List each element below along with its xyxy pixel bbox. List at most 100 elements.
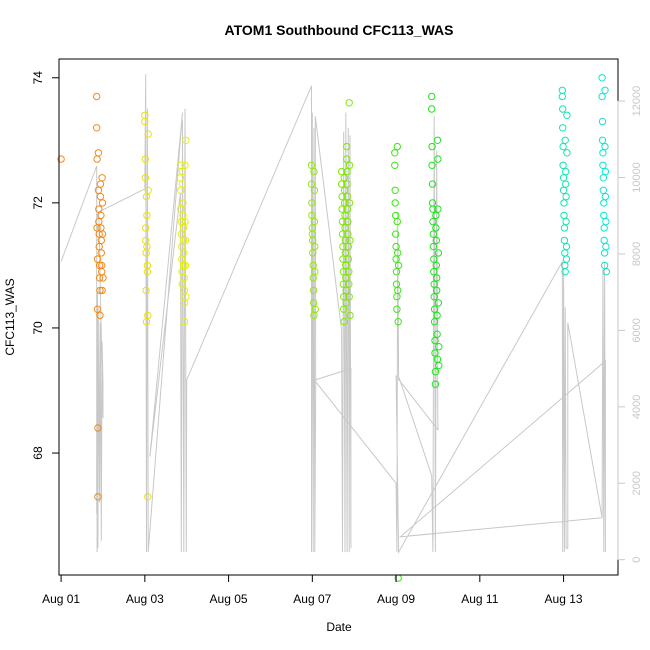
data-point	[182, 136, 190, 145]
data-point	[310, 186, 319, 195]
x-tick-label: Aug 13	[545, 592, 583, 606]
data-point	[601, 192, 610, 201]
data-point	[433, 136, 442, 145]
data-point	[600, 236, 608, 245]
data-point	[338, 217, 347, 226]
data-point	[181, 161, 189, 170]
data-point	[559, 186, 568, 195]
data-point	[143, 211, 151, 220]
data-point	[560, 199, 568, 207]
data-point	[345, 161, 354, 170]
data-point	[339, 255, 347, 263]
data-point	[344, 230, 352, 238]
x-axis-label: Date	[326, 620, 352, 634]
data-point	[602, 217, 610, 226]
data-point	[98, 199, 107, 207]
data-point	[93, 305, 102, 313]
data-point	[430, 318, 439, 326]
data-point	[602, 242, 610, 251]
data-point	[142, 224, 150, 232]
data-point	[95, 205, 103, 213]
y-axis-label: CFC113_WAS	[3, 278, 17, 355]
data-point	[94, 493, 102, 501]
data-point	[394, 318, 402, 326]
data-point	[143, 242, 151, 251]
data-point	[337, 180, 346, 188]
data-point	[598, 92, 606, 101]
data-point	[341, 211, 349, 220]
data-point	[431, 336, 439, 345]
data-point	[559, 174, 568, 182]
data-point	[94, 186, 103, 195]
data-point	[340, 293, 348, 301]
data-point	[391, 149, 399, 157]
data-point	[339, 280, 347, 288]
data-point	[98, 174, 106, 182]
data-point	[562, 167, 570, 176]
data-point	[97, 211, 105, 220]
chart-title: ATOM1 Southbound CFC113_WAS	[225, 22, 454, 38]
data-point	[93, 92, 101, 101]
data-point	[600, 199, 608, 207]
data-point	[311, 268, 319, 276]
data-point	[430, 255, 438, 263]
data-point	[434, 249, 443, 257]
data-point	[141, 174, 150, 182]
data-point	[96, 286, 104, 295]
data-point	[340, 199, 349, 207]
data-point	[341, 249, 350, 257]
data-point	[342, 261, 350, 270]
data-point	[391, 186, 399, 195]
data-point	[435, 343, 443, 351]
data-point	[98, 286, 106, 295]
data-point	[562, 217, 570, 226]
data-point	[392, 268, 401, 276]
data-point	[179, 236, 188, 245]
data-point	[560, 224, 569, 232]
data-point	[345, 99, 353, 107]
data-point	[394, 249, 402, 257]
data-point	[340, 186, 349, 195]
data-point	[393, 217, 401, 226]
data-point	[434, 155, 442, 163]
data-point	[428, 92, 436, 101]
x-tick-label: Aug 09	[377, 592, 415, 606]
data-point	[180, 318, 189, 326]
data-point	[431, 380, 440, 388]
data-point	[179, 199, 187, 207]
data-point	[560, 211, 568, 220]
data-point	[342, 286, 350, 295]
data-point	[563, 111, 571, 120]
data-point	[178, 180, 187, 188]
altitude-tick-label: 10000	[631, 162, 643, 193]
data-point	[601, 167, 610, 176]
data-point	[95, 261, 104, 270]
data-point	[308, 199, 316, 207]
data-point	[429, 217, 437, 226]
data-point	[93, 255, 102, 263]
data-point	[562, 180, 570, 188]
data-point	[338, 192, 346, 201]
data-point	[57, 155, 65, 163]
data-point	[598, 74, 606, 82]
data-point	[562, 192, 570, 201]
data-point	[342, 299, 350, 307]
data-point	[345, 293, 353, 301]
altitude-tick-label: 4000	[631, 395, 643, 419]
data-point	[559, 161, 567, 170]
data-point	[307, 180, 316, 188]
data-point	[393, 142, 401, 151]
data-point	[337, 167, 346, 176]
altitude-tick-label: 8000	[631, 242, 643, 266]
data-point	[558, 86, 566, 95]
plot-frame	[58, 58, 619, 576]
data-point	[561, 249, 569, 257]
data-point	[433, 330, 441, 338]
x-axis: Aug 01 Aug 03 Aug 05 Aug 07 Aug 09 Aug 11 Aug …	[42, 574, 583, 606]
data-point	[311, 242, 319, 251]
data-point	[559, 105, 567, 113]
data-point	[430, 305, 439, 313]
x-tick-label: Aug 01	[42, 592, 80, 606]
data-point	[181, 261, 190, 270]
data-point	[434, 205, 442, 213]
